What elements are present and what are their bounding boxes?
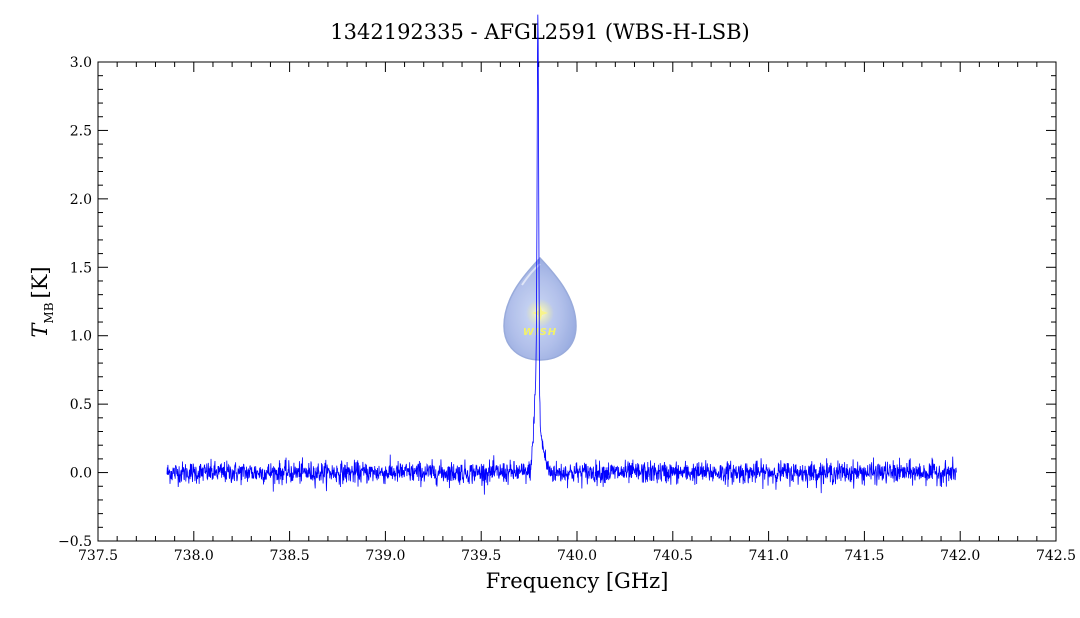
y-axis-label-unit: [K] — [28, 266, 52, 298]
x-tick-label: 739.5 — [461, 548, 501, 564]
x-tick-label: 738.5 — [270, 548, 310, 564]
y-tick-label: 0.0 — [70, 466, 92, 482]
y-tick-label: 2.5 — [70, 123, 92, 139]
x-tick-label: 737.5 — [78, 548, 118, 564]
y-tick-label: 0.5 — [70, 397, 92, 413]
x-tick-label: 741.5 — [844, 548, 884, 564]
axis-ticks — [97, 61, 1057, 542]
x-tick-label: 741.0 — [749, 548, 789, 564]
x-tick-label: 738.0 — [174, 548, 214, 564]
y-axis-label-sub: MB — [42, 302, 56, 323]
y-tick-label: 1.5 — [70, 260, 92, 276]
x-tick-labels: 737.5 738.0 738.5 739.0 739.5 740.0 740.5 741.0… — [78, 548, 1076, 564]
x-tick-label: 742.5 — [1036, 548, 1076, 564]
x-tick-label: 739.0 — [365, 548, 405, 564]
wish-logo: WISH — [503, 256, 577, 361]
x-tick-label: 740.0 — [557, 548, 597, 564]
y-tick-label: 2.0 — [70, 192, 92, 208]
x-tick-label: 740.5 — [653, 548, 693, 564]
star-icon — [532, 305, 548, 321]
logo-text: WISH — [523, 327, 557, 338]
x-axis-label: Frequency [GHz] — [486, 569, 669, 593]
y-axis-label-main: T — [28, 322, 52, 338]
y-tick-label: −0.5 — [58, 534, 92, 550]
chart-title: 1342192335 - AFGL2591 (WBS-H-LSB) — [330, 20, 749, 44]
y-tick-label: 3.0 — [70, 55, 92, 71]
y-axis-label: TMB [K] — [28, 266, 56, 337]
y-tick-label: 1.0 — [70, 329, 92, 345]
x-tick-label: 742.0 — [940, 548, 980, 564]
svg-text:TMB[K]: TMB [K] — [28, 266, 56, 337]
spectrum-series-line — [166, 14, 957, 495]
y-tick-labels: −0.5 0.0 0.5 1.0 1.5 2.0 2.5 3.0 — [58, 55, 92, 550]
